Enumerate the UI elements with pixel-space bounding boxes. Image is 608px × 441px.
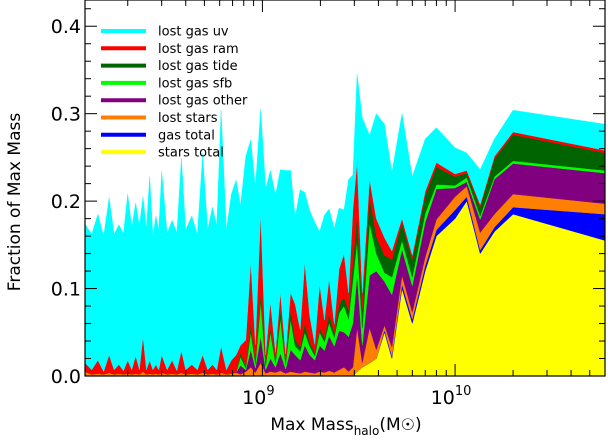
legend-label-lost-gas-other: lost gas other [158,94,248,109]
area-stars-total [85,200,605,376]
x-tick-label: 1010 [431,384,472,409]
area-gas-total [85,196,605,376]
y-tick-label: 0.3 [51,104,81,126]
x-axis-label: Max Masshalo(M☉) [270,415,421,438]
area-lost-gas-uv [85,74,605,373]
y-tick-label: 0.1 [51,279,81,301]
x-axis-label-unit-close: ) [415,415,422,435]
legend-label-lost-gas-uv: lost gas uv [158,25,229,40]
legend-label-lost-gas-sfb: lost gas sfb [158,76,232,91]
x-tick-label: 109 [242,384,274,409]
plot-frame [84,0,606,377]
legend-label-gas-total: gas total [158,128,215,143]
y-tick-label: 0.4 [51,16,81,38]
x-axis-label-main: Max Mass [270,415,353,435]
x-axis-label-unit-open: (M [379,415,400,435]
sun-symbol-icon: ☉ [401,415,415,434]
y-axis-label: Fraction of Max Mass [5,113,25,292]
x-axis: 109 1010 [127,0,606,409]
legend-label-stars-total: stars total [158,146,224,161]
x-axis-label-sub: halo [354,424,380,438]
legend-label-lost-gas-tide: lost gas tide [158,59,238,74]
y-tick-label: 0.0 [51,366,81,388]
area-layers [85,74,605,376]
legend: lost gas uv lost gas ram lost gas tide lost… [101,25,248,161]
legend-label-lost-stars: lost stars [158,111,218,126]
y-axis: 0.0 0.1 0.2 0.3 0.4 [51,8,605,388]
y-tick-label: 0.2 [51,191,81,213]
legend-label-lost-gas-ram: lost gas ram [158,42,239,57]
